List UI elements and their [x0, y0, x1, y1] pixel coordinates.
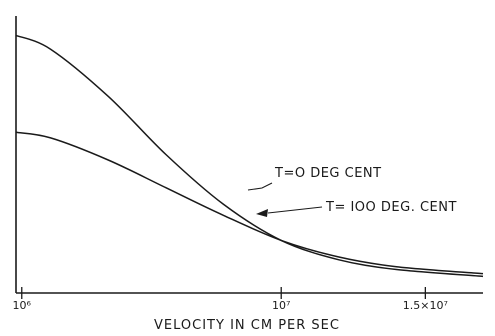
leader-line-t0 [247, 182, 273, 191]
annotation-t0: T=O DEG CENT [274, 166, 382, 181]
leader-line-t100 [267, 206, 323, 214]
series-line-t0 [15, 34, 484, 278]
annotation-t100: T= IOO DEG. CENT [325, 200, 457, 215]
series-line-t100 [15, 131, 484, 275]
arrowhead-t100 [256, 209, 268, 217]
x-ticks [21, 287, 426, 299]
x-tick-label-2: 1.5×10⁷ [403, 299, 448, 312]
annotations: T=O DEG CENT T= IOO DEG. CENT [247, 166, 457, 217]
x-tick-labels: 10⁶ 10⁷ 1.5×10⁷ [13, 299, 448, 312]
axes [15, 16, 483, 294]
x-axis-label: VELOCITY IN CM PER SEC [154, 318, 340, 333]
x-tick-label-1: 10⁷ [272, 299, 290, 312]
series-lines [15, 34, 484, 278]
x-tick-label-0: 10⁶ [13, 299, 32, 312]
